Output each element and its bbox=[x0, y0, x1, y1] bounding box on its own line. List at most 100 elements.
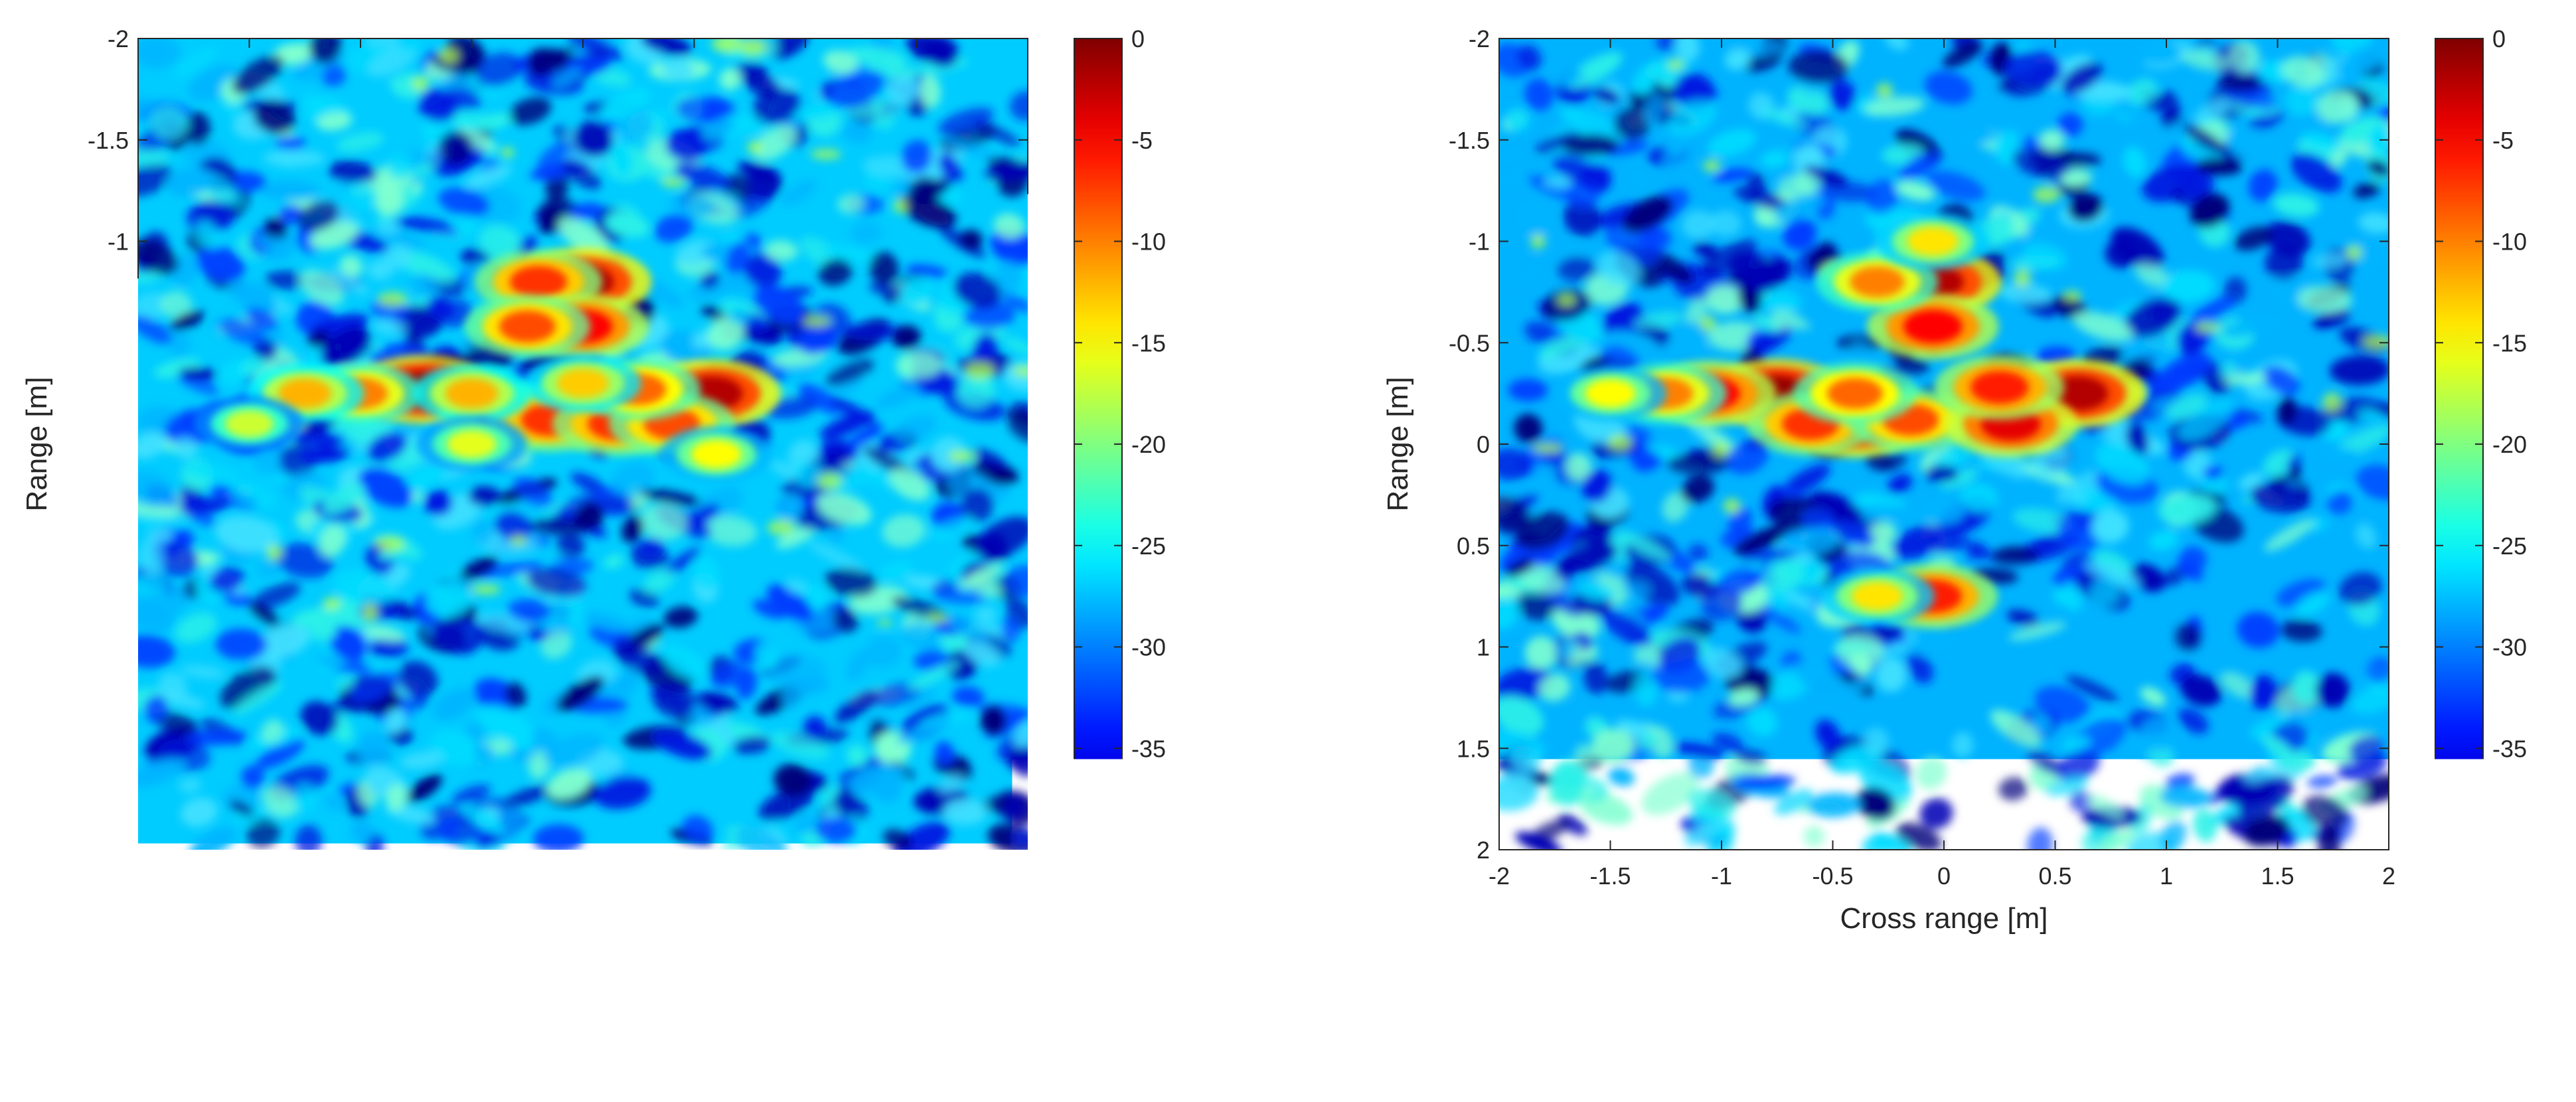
speckle bbox=[796, 820, 823, 832]
speckle bbox=[1530, 235, 1546, 249]
speckle bbox=[1518, 718, 1550, 728]
speckle bbox=[1532, 443, 1564, 453]
speckle bbox=[1917, 732, 1943, 743]
colorbar-tick-label: -5 bbox=[1131, 127, 1153, 154]
colorbar-tick-label: -5 bbox=[2492, 127, 2514, 154]
hotspot-core bbox=[1907, 227, 1959, 256]
x-tick-label: -2 bbox=[127, 862, 149, 890]
speckle bbox=[671, 672, 695, 684]
y-tick-label: 1 bbox=[1477, 634, 1490, 661]
speckle bbox=[214, 742, 240, 761]
speckle bbox=[2014, 270, 2031, 287]
speckle bbox=[975, 607, 997, 622]
y-tick-label: 2 bbox=[1477, 836, 1490, 864]
speckle bbox=[927, 614, 949, 623]
colorbar-tick-label: -40 bbox=[1131, 836, 1166, 864]
hotspot-core bbox=[447, 430, 497, 458]
x-tick-label: 1.5 bbox=[2261, 862, 2294, 890]
y-axis-label: Range [m] bbox=[1382, 377, 1414, 512]
speckle bbox=[1652, 659, 1710, 693]
speckle bbox=[370, 835, 402, 850]
speckle bbox=[2194, 323, 2219, 333]
y-tick-label: 1.5 bbox=[1457, 735, 1490, 762]
speckle bbox=[967, 700, 991, 716]
colorbar: 0-5-10-15-20-25-30-35-40 bbox=[1074, 25, 1166, 864]
colorbar-tick-label: -10 bbox=[2492, 228, 2527, 256]
y-tick-label: 2 bbox=[116, 836, 129, 864]
speckle bbox=[1726, 678, 1756, 688]
caption-a: (a) bbox=[574, 1016, 706, 1062]
y-tick-label: 0 bbox=[1477, 431, 1490, 458]
speckle bbox=[740, 40, 765, 55]
speckle bbox=[147, 665, 163, 680]
speckle bbox=[1891, 649, 1921, 661]
hotspot-core bbox=[547, 582, 597, 610]
caption-b: (b) bbox=[1935, 1016, 2067, 1062]
x-tick-label: 0.5 bbox=[677, 862, 710, 890]
speckle bbox=[1703, 160, 1721, 173]
speckle bbox=[2063, 291, 2081, 301]
x-tick-label: 2 bbox=[1021, 862, 1034, 890]
hotspot-core bbox=[510, 266, 567, 298]
speckle bbox=[266, 544, 282, 560]
speckle bbox=[965, 362, 995, 380]
colorbar-tick-label: -30 bbox=[2492, 634, 2527, 661]
y-tick-label: -1 bbox=[108, 228, 129, 256]
speckle bbox=[1012, 366, 1038, 376]
hotspot-core bbox=[691, 440, 742, 469]
speckle bbox=[2346, 246, 2362, 260]
speckle bbox=[943, 799, 988, 825]
speckle bbox=[893, 198, 908, 213]
speckle bbox=[293, 783, 315, 812]
speckle bbox=[295, 825, 322, 857]
speckle bbox=[1544, 739, 1563, 758]
speckle bbox=[1990, 628, 2014, 637]
speckle bbox=[319, 650, 346, 665]
speckle bbox=[511, 536, 526, 546]
colorbar-tick-label: -25 bbox=[1131, 532, 1166, 560]
colorbar: 0-5-10-15-20-25-30-35-40 bbox=[2435, 25, 2527, 864]
y-tick-label: 0.5 bbox=[96, 532, 129, 560]
speckle bbox=[884, 644, 913, 658]
y-tick-label: 1 bbox=[116, 634, 129, 661]
speckle bbox=[767, 520, 795, 536]
y-tick-label: -0.5 bbox=[88, 329, 129, 356]
speckle bbox=[811, 149, 841, 160]
speckle bbox=[323, 597, 341, 609]
speckle bbox=[1609, 435, 1632, 451]
speckle bbox=[633, 641, 649, 658]
hotspot-core bbox=[1850, 266, 1904, 297]
heatmap-chart-b: -2 -1.5 -1 -0.5 0 0.5 1 1.5 2Cross range [m]-2-1… bbox=[1361, 0, 2576, 1099]
speckle bbox=[1712, 443, 1730, 457]
hotspot-core bbox=[445, 378, 499, 408]
hotspot-core bbox=[557, 368, 609, 398]
y-axis-label: Range [m] bbox=[21, 377, 53, 512]
colorbar-tick-label: -20 bbox=[2492, 431, 2527, 458]
speckle bbox=[2033, 187, 2060, 203]
speckle bbox=[2372, 832, 2395, 844]
speckle bbox=[412, 76, 430, 90]
speckle bbox=[2322, 392, 2342, 412]
x-tick-label: 0 bbox=[576, 862, 590, 890]
x-tick-label: -1.5 bbox=[228, 862, 270, 890]
hotspot-core bbox=[1903, 310, 1963, 343]
colorbar-tick-label: -25 bbox=[2492, 532, 2527, 560]
speckle bbox=[207, 839, 226, 856]
y-tick-label: -1.5 bbox=[1449, 127, 1490, 154]
x-tick-label: -2 bbox=[1489, 862, 1510, 890]
speckle bbox=[803, 316, 831, 327]
speckle bbox=[1700, 316, 1716, 331]
hotspot-core bbox=[225, 410, 274, 438]
heatmap-plot-area bbox=[113, 16, 1059, 868]
x-tick-label: 1.5 bbox=[900, 862, 933, 890]
y-tick-label: 1.5 bbox=[96, 735, 129, 762]
speckle bbox=[1560, 684, 1583, 697]
x-tick-label: 1 bbox=[2160, 862, 2173, 890]
speckle bbox=[1571, 811, 1594, 822]
speckle bbox=[376, 536, 406, 552]
colorbar-tick-label: 0 bbox=[1131, 25, 1145, 52]
colorbar-tick-label: -35 bbox=[2492, 735, 2527, 762]
speckle bbox=[1548, 579, 1572, 597]
speckle bbox=[1528, 661, 1546, 672]
speckle bbox=[1876, 83, 1893, 98]
